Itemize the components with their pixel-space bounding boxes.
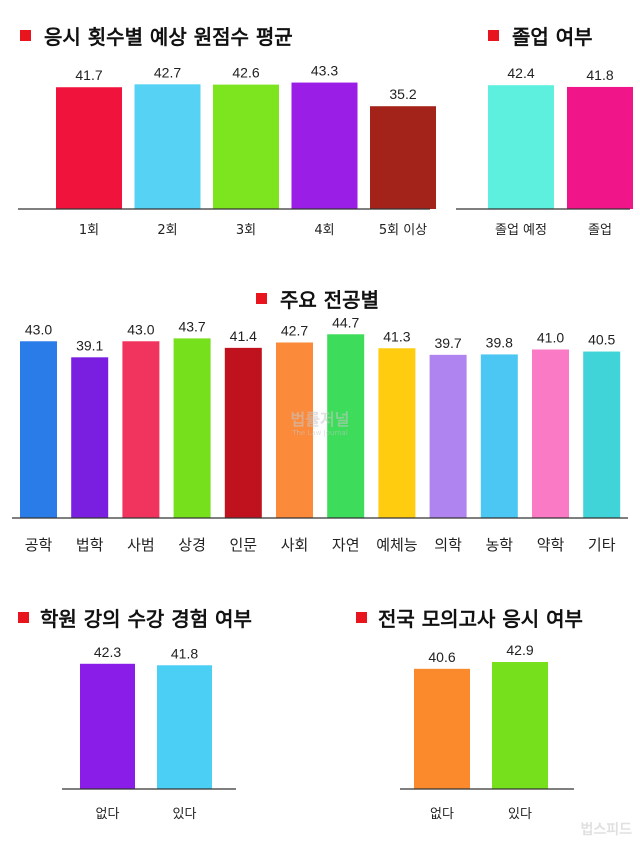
bars-attempts: 41.7 1회 42.7 2회 42.6 3회 43.3 4회 35.2 5회 이상 bbox=[56, 63, 436, 238]
category-label: 5회 이상 bbox=[379, 223, 427, 238]
value-label: 43.0 bbox=[25, 321, 52, 337]
bar-attempts-2 bbox=[134, 84, 201, 209]
value-label: 42.7 bbox=[281, 323, 308, 339]
bar-major-7 bbox=[327, 334, 365, 518]
value-label: 41.8 bbox=[586, 67, 613, 83]
bar-attempts-1 bbox=[56, 87, 122, 209]
bar-major-1 bbox=[20, 341, 57, 518]
watermark-sub: The Law Journal bbox=[291, 429, 348, 437]
bar-major-9 bbox=[429, 354, 467, 518]
category-label: 졸업 bbox=[588, 223, 612, 238]
bar-attempts-5 bbox=[370, 106, 436, 209]
category-label: 약학 bbox=[537, 536, 565, 554]
bars-mock: 40.6 없다 42.9 있다 bbox=[414, 642, 548, 822]
corner-mark: 법스피드 bbox=[580, 822, 632, 838]
chart-title-attempts: 응시 횟수별 예상 원점수 평균 bbox=[44, 25, 293, 49]
value-label: 42.9 bbox=[506, 642, 533, 658]
value-label: 41.4 bbox=[230, 328, 257, 344]
bar-major-4 bbox=[173, 338, 211, 518]
category-label: 사회 bbox=[281, 536, 309, 554]
value-label: 40.5 bbox=[588, 332, 615, 348]
bar-mock-2 bbox=[492, 662, 548, 789]
chart-title-academy: 학원 강의 수강 경험 여부 bbox=[40, 607, 252, 631]
value-label: 39.8 bbox=[486, 334, 513, 350]
bar-academy-1 bbox=[80, 663, 135, 789]
chart-attempts: 응시 횟수별 예상 원점수 평균 41.71회42.72회42.63회43.34… bbox=[18, 25, 436, 238]
category-label: 농학 bbox=[485, 536, 513, 554]
chart-title-mock: 전국 모의고사 응시 여부 bbox=[378, 607, 583, 631]
watermark: 법률저널 bbox=[291, 410, 350, 429]
category-label: 없다 bbox=[96, 807, 120, 822]
title-marker bbox=[356, 612, 367, 623]
value-label: 43.7 bbox=[178, 318, 205, 334]
value-label: 42.3 bbox=[94, 644, 121, 660]
bar-major-3 bbox=[122, 341, 160, 518]
chart-major: 주요 전공별 43.0 공학 39.1 법학 43.0 사범 43.7 상경 41.4 인문 42.… bbox=[12, 288, 628, 554]
category-label: 1회 bbox=[79, 223, 99, 238]
value-label: 43.3 bbox=[311, 63, 338, 79]
category-label: 3회 bbox=[236, 223, 256, 238]
category-label: 법학 bbox=[76, 536, 104, 554]
value-label: 42.7 bbox=[154, 64, 181, 80]
bar-major-11 bbox=[532, 349, 569, 518]
category-label: 자연 bbox=[332, 536, 360, 554]
value-label: 44.7 bbox=[332, 314, 359, 330]
value-label: 41.0 bbox=[537, 329, 564, 345]
bar-attempts-3 bbox=[213, 84, 279, 209]
value-label: 42.4 bbox=[507, 65, 534, 81]
value-label: 41.7 bbox=[75, 67, 102, 83]
category-label: 있다 bbox=[508, 807, 532, 822]
category-label: 4회 bbox=[314, 223, 334, 238]
title-marker bbox=[20, 30, 31, 41]
category-label: 사범 bbox=[127, 536, 155, 554]
category-label: 인문 bbox=[229, 536, 257, 554]
value-label: 42.6 bbox=[232, 65, 259, 81]
value-label: 39.7 bbox=[434, 335, 461, 351]
value-label: 39.1 bbox=[76, 337, 103, 353]
bars-academy: 42.3 없다 41.8 있다 bbox=[80, 644, 212, 822]
title-marker bbox=[488, 30, 499, 41]
value-label: 43.0 bbox=[127, 321, 154, 337]
chart-graduation: 졸업 여부 42.4 졸업 예정 41.8 졸업 bbox=[456, 25, 633, 238]
bar-mock-1 bbox=[414, 668, 470, 789]
bars-major: 43.0 공학 39.1 법학 43.0 사범 43.7 상경 41.4 인문 42.7 사회 44.7… bbox=[20, 314, 621, 554]
value-label: 35.2 bbox=[389, 86, 416, 102]
title-marker bbox=[256, 293, 267, 304]
category-label: 기타 bbox=[588, 536, 616, 554]
bar-attempts-4 bbox=[291, 82, 358, 209]
category-label: 상경 bbox=[178, 536, 206, 554]
category-label: 의학 bbox=[434, 536, 462, 554]
bar-academy-2 bbox=[157, 665, 212, 789]
category-label: 공학 bbox=[25, 536, 53, 554]
bar-graduation-1 bbox=[488, 85, 554, 209]
bar-major-6 bbox=[276, 342, 313, 518]
bar-graduation-2 bbox=[567, 86, 633, 209]
value-label: 41.3 bbox=[383, 328, 410, 344]
chart-title-major: 주요 전공별 bbox=[280, 288, 379, 312]
chart-title-graduation: 졸업 여부 bbox=[512, 25, 593, 49]
title-marker bbox=[18, 612, 29, 623]
value-label: 40.6 bbox=[428, 649, 455, 665]
chart-mock: 전국 모의고사 응시 여부 40.6 없다 42.9 있다 bbox=[356, 607, 583, 822]
category-label: 없다 bbox=[430, 807, 454, 822]
category-label: 있다 bbox=[173, 807, 197, 822]
bar-major-8 bbox=[378, 348, 416, 518]
bar-major-5 bbox=[224, 347, 262, 518]
value-label: 41.8 bbox=[171, 645, 198, 661]
bar-major-12 bbox=[583, 351, 621, 518]
bar-major-10 bbox=[480, 354, 518, 518]
category-label: 예체능 bbox=[376, 536, 418, 554]
category-label: 졸업 예정 bbox=[495, 223, 547, 238]
bar-major-2 bbox=[71, 357, 109, 518]
category-label: 2회 bbox=[157, 223, 177, 238]
chart-academy: 학원 강의 수강 경험 여부 42.3 없다 41.8 있다 bbox=[18, 607, 252, 822]
bars-graduation: 42.4 졸업 예정 41.8 졸업 bbox=[488, 65, 633, 238]
